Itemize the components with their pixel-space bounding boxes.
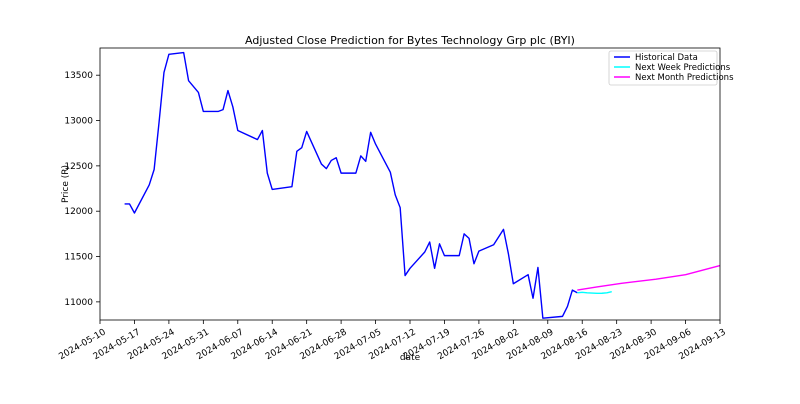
y-tick-label: 13500: [64, 71, 93, 81]
y-axis: 11000 11500 12000 12500 13000 13500: [64, 71, 100, 308]
plot-area: [124, 51, 721, 319]
series-line-2: [577, 264, 721, 291]
plot-frame: [99, 47, 721, 321]
y-tick-label: 11000: [64, 298, 93, 308]
y-tick-label: 12000: [64, 207, 93, 217]
series-line-1: [577, 291, 612, 295]
x-axis-label: date: [400, 353, 421, 363]
legend-label-historical: Historical Data: [635, 53, 698, 63]
legend-label-next-week: Next Week Predictions: [635, 63, 731, 73]
y-axis-label: Price (R): [61, 165, 71, 203]
legend-box: [608, 50, 718, 86]
series-line-0: [124, 51, 578, 319]
y-tick-label: 13000: [64, 117, 93, 127]
chart-title: Adjusted Close Prediction for Bytes Tech…: [245, 34, 575, 47]
y-tick-label: 12500: [64, 162, 93, 172]
legend-label-next-month: Next Month Predictions: [635, 73, 734, 83]
x-axis: 2024-05-102024-05-172024-05-242024-05-31…: [57, 320, 728, 362]
y-tick-label: 11500: [64, 253, 93, 263]
legend: Historical Data Next Week Predictions Ne…: [608, 50, 734, 86]
